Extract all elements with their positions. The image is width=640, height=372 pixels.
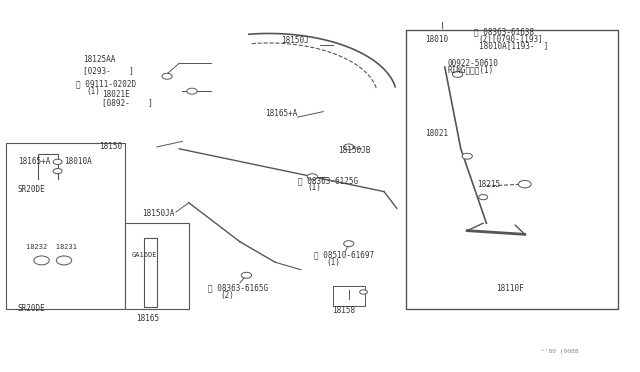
Text: 18165: 18165 (136, 314, 159, 323)
Text: (2): (2) (221, 291, 235, 300)
Text: 18232  18231: 18232 18231 (26, 244, 77, 250)
Circle shape (462, 153, 472, 159)
Circle shape (518, 180, 531, 188)
Text: RINGリング(1): RINGリング(1) (448, 65, 494, 74)
Text: GA16DE: GA16DE (131, 252, 157, 258)
Circle shape (344, 241, 354, 247)
Text: Ⓢ 08363-6165G: Ⓢ 08363-6165G (208, 284, 268, 293)
Text: 18150: 18150 (99, 142, 122, 151)
Text: 18021E: 18021E (102, 90, 130, 99)
Text: 18010A: 18010A (64, 157, 92, 166)
Text: 18010: 18010 (426, 35, 449, 44)
Text: Ⓢ 08363-6125G: Ⓢ 08363-6125G (298, 176, 358, 185)
Circle shape (452, 71, 463, 77)
Text: (1): (1) (86, 87, 100, 96)
Text: SR20DE: SR20DE (18, 185, 45, 194)
Circle shape (344, 144, 354, 150)
Text: Ⓢ 08363-61638: Ⓢ 08363-61638 (474, 27, 534, 36)
Text: ^'80 (0088: ^'80 (0088 (541, 349, 579, 354)
Bar (406, 30, 618, 309)
Circle shape (53, 159, 62, 164)
Circle shape (479, 195, 488, 200)
Text: (2)[0790-1193]: (2)[0790-1193] (479, 35, 543, 44)
FancyBboxPatch shape (333, 286, 365, 306)
Text: 18165+A: 18165+A (266, 109, 298, 118)
Circle shape (307, 174, 317, 180)
Text: 18110F: 18110F (496, 284, 524, 293)
Text: 18010A[1193-  ]: 18010A[1193- ] (479, 41, 548, 50)
Text: SR20DE: SR20DE (18, 304, 45, 313)
Text: 18215: 18215 (477, 180, 500, 189)
Text: 18021: 18021 (426, 129, 449, 138)
Text: Ⓢ 08510-61697: Ⓢ 08510-61697 (314, 250, 374, 259)
Text: Ⓑ 09111-0202D: Ⓑ 09111-0202D (76, 79, 136, 88)
Circle shape (187, 88, 197, 94)
Circle shape (34, 256, 49, 265)
Bar (125, 223, 189, 309)
Text: (1): (1) (326, 258, 340, 267)
Circle shape (241, 272, 252, 278)
Text: 00922-50610: 00922-50610 (448, 59, 499, 68)
Text: [0892-    ]: [0892- ] (102, 98, 153, 107)
Circle shape (53, 169, 62, 174)
Text: 18158: 18158 (332, 306, 355, 315)
Text: 18150J: 18150J (282, 36, 309, 45)
Bar (6, 143, 125, 309)
Circle shape (360, 290, 367, 294)
Text: 18150JA: 18150JA (142, 209, 175, 218)
Circle shape (56, 256, 72, 265)
Text: 18165+A: 18165+A (18, 157, 51, 166)
Text: 18150JB: 18150JB (338, 146, 371, 155)
Circle shape (162, 73, 172, 79)
Text: 18125AA: 18125AA (83, 55, 116, 64)
Text: (1): (1) (307, 183, 321, 192)
Text: [0293-    ]: [0293- ] (83, 66, 134, 75)
